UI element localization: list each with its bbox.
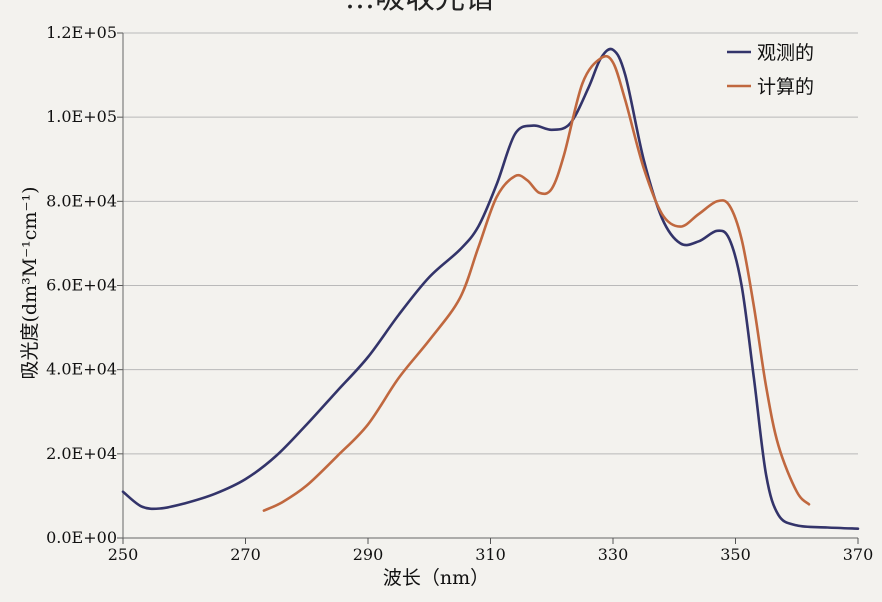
y-tick-label: 0.0E+00 [46,528,117,547]
x-tick-label: 350 [720,545,751,564]
legend-label-1: 观测的 [757,42,814,64]
x-tick-label: 370 [843,545,874,564]
series-lines [121,47,860,530]
x-tick-label: 310 [475,545,506,564]
x-tick-label: 270 [230,545,261,564]
series-line-2 [262,54,811,512]
gridlines [123,32,858,455]
axes [117,32,859,544]
series-line-1 [121,47,860,530]
x-tick-labels: 250 270 290 310 330 350 370 [108,545,874,564]
x-tick-label: 290 [353,545,384,564]
y-tick-label: 1.0E+05 [46,107,117,126]
x-axis-label: 波长（nm） [383,567,489,589]
y-tick-label: 2.0E+04 [46,444,117,463]
y-tick-label: 1.2E+05 [46,23,117,42]
y-tick-labels: 0.0E+00 2.0E+04 4.0E+04 6.0E+04 8.0E+04 1.0E+… [46,23,117,547]
y-tick-label: 4.0E+04 [46,360,117,379]
legend-label-2: 计算的 [757,76,814,98]
y-tick-label: 8.0E+04 [46,191,117,210]
x-tick-label: 330 [598,545,629,564]
x-tick-label: 250 [108,545,139,564]
chart-title: …吸收光谱 [345,0,495,16]
y-tick-label: 6.0E+04 [46,276,117,295]
y-axis-label: 吸光度(dm³M⁻¹cm⁻¹) [19,186,41,379]
